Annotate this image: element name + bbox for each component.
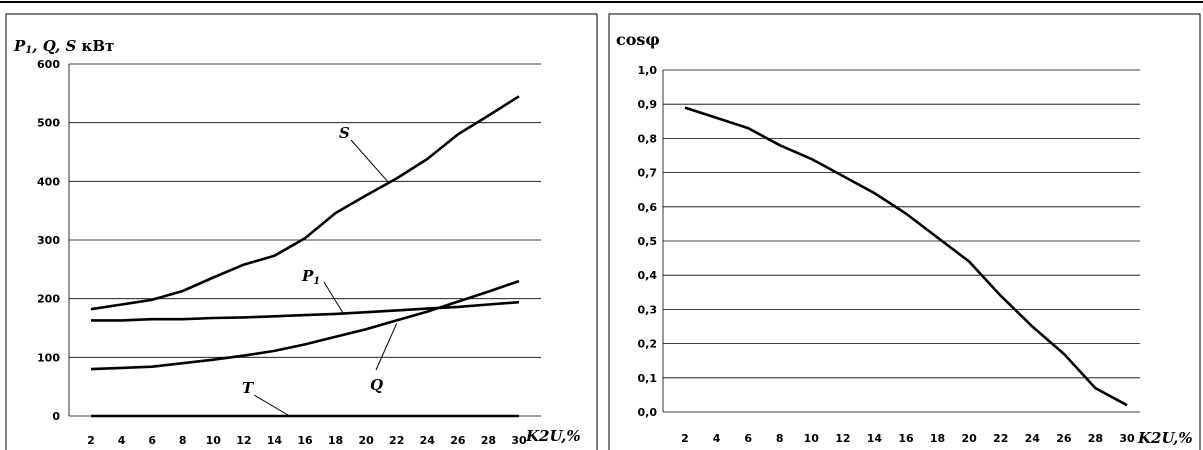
c1-y-tick-label: 200 — [37, 293, 60, 306]
c2-x-tick-label: 20 — [961, 432, 977, 445]
c2-x-tick-label: 12 — [835, 432, 850, 445]
chart-power-title-symbol-p: P — [13, 37, 26, 55]
c1-series-line-q — [90, 279, 520, 371]
c1-series-label-s: S — [339, 124, 350, 142]
c2-y-tick-label: 0,7 — [638, 167, 658, 180]
c1-series-line-s — [90, 95, 520, 311]
c2-x-tick-label: 6 — [744, 432, 752, 445]
c1-x-tick-label: 8 — [179, 434, 187, 447]
chart-power-title-symbol-sub: 1 — [25, 45, 32, 56]
c1-leader-p — [323, 281, 344, 314]
c1-x-tick-label: 26 — [450, 434, 466, 447]
c1-x-tick-label: 20 — [358, 434, 374, 447]
c2-x-tick-label: 14 — [867, 432, 883, 445]
c2-y-tick-label: 0,6 — [638, 201, 658, 214]
chart-power-title-symbols-rest: , Q, S — [31, 37, 81, 55]
c2-y-tick-label: 0,9 — [638, 98, 658, 111]
chart-cosphi-title: cosφ — [616, 30, 660, 49]
c2-x-tick-label: 10 — [804, 432, 820, 445]
c1-x-tick-label: 28 — [481, 434, 496, 447]
c1-y-tick-label: 300 — [37, 234, 60, 247]
c1-x-tick-label: 24 — [420, 434, 436, 447]
c2-y-tick-label: 0,2 — [638, 338, 658, 351]
c2-y-tick-label: 0,5 — [638, 235, 658, 248]
c1-x-tick-label: 14 — [267, 434, 283, 447]
c1-series-label-p: P1 — [301, 267, 320, 287]
c2-series-line-cosphi — [684, 106, 1128, 407]
c1-x-tick-label: 4 — [118, 434, 126, 447]
c2-y-tick-label: 0,1 — [638, 372, 658, 385]
c2-x-tick-label: 8 — [776, 432, 784, 445]
c1-y-tick-label: 0 — [52, 410, 60, 423]
c1-x-tick-label: 30 — [511, 434, 527, 447]
c2-y-tick-label: 0,0 — [638, 406, 658, 419]
c1-y-tick-label: 400 — [37, 175, 60, 188]
c2-y-tick-label: 1,0 — [638, 64, 658, 77]
chart-cosphi: cosφ 0,0 0,1 0,2 0,3 0,4 0,5 0,6 0,7 0,8 0,9 1,0 2… — [608, 13, 1201, 450]
c1-series-label-t: T — [242, 379, 255, 397]
c1-leader-q — [375, 323, 398, 371]
c1-series-label-q: Q — [370, 376, 383, 394]
c1-series-line-p — [91, 300, 520, 322]
c2-x-tick-label: 4 — [713, 432, 721, 445]
chart-cosphi-x-axis-label: K2U,% — [1137, 429, 1193, 447]
chart-power-frame — [5, 13, 598, 450]
chart-power-title: P1, Q, S кВт — [13, 37, 114, 56]
c2-y-tick-label: 0,8 — [638, 132, 658, 145]
c1-y-tick-label: 600 — [37, 58, 60, 71]
c2-x-tick-label: 16 — [898, 432, 914, 445]
c2-x-tick-label: 22 — [993, 432, 1008, 445]
c1-x-tick-label: 16 — [297, 434, 313, 447]
c2-x-tick-label: 2 — [681, 432, 689, 445]
chart-power-title-unit: кВт — [82, 37, 115, 55]
c2-x-tick-label: 24 — [1025, 432, 1041, 445]
c1-x-tick-label: 6 — [148, 434, 156, 447]
c2-y-tick-label: 0,4 — [638, 269, 658, 282]
c2-y-tick-label: 0,3 — [638, 303, 658, 316]
c2-x-tick-label: 26 — [1056, 432, 1072, 445]
c1-x-tick-label: 22 — [389, 434, 404, 447]
c1-y-tick-label: 500 — [37, 117, 60, 130]
c1-leader-s — [350, 139, 390, 184]
c2-x-tick-label: 30 — [1119, 432, 1135, 445]
c1-x-tick-label: 10 — [206, 434, 222, 447]
c1-y-tick-label: 100 — [37, 351, 60, 364]
chart-power-x-axis-label: K2U,% — [525, 427, 581, 445]
c2-x-tick-label: 28 — [1088, 432, 1103, 445]
c2-x-tick-label: 18 — [930, 432, 945, 445]
chart-cosphi-frame — [608, 13, 1201, 450]
c1-x-tick-label: 18 — [328, 434, 343, 447]
c1-x-tick-label: 12 — [236, 434, 251, 447]
c1-leader-t — [253, 394, 290, 417]
c1-x-tick-label: 2 — [87, 434, 95, 447]
